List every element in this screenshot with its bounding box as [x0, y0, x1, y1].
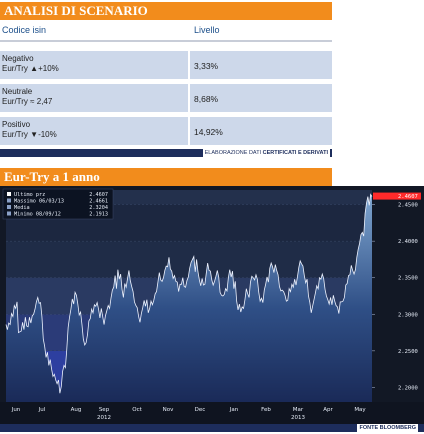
x-year-label: 2013: [291, 415, 305, 421]
scenario-row-negative: Negativo Eur/Try ▲+10% 3,33%: [0, 51, 332, 81]
legend-label: Ultimo prz: [14, 192, 45, 198]
last-price-marker: [373, 192, 421, 200]
column-separator: [188, 51, 190, 79]
legend-value: 2.1913: [89, 212, 108, 218]
scenario-row-neutral: Neutrale Eur/Try ≈ 2,47 8,68%: [0, 84, 332, 114]
source-bar: FONTE BLOOMBERG: [0, 424, 424, 432]
legend-label: Media: [14, 205, 30, 211]
x-tick-label: May: [354, 407, 366, 413]
legend-value: 2.4661: [89, 199, 108, 205]
x-tick-label: Aug: [71, 407, 82, 413]
legend-label: Massimo 06/03/13: [14, 199, 64, 205]
legend-swatch: [7, 211, 11, 216]
chart-title-banner: Eur-Try a 1 anno: [0, 168, 332, 186]
legend-value: 2.4607: [89, 192, 108, 198]
x-tick-label: Feb: [261, 407, 271, 413]
credit-text: ELABORAZIONE DATI CERTIFICATI E DERIVATI: [202, 149, 330, 157]
legend-box: [2, 188, 114, 220]
x-tick-label: Apr: [323, 407, 333, 413]
column-separator: [188, 84, 190, 112]
y-tick-label: 2.4500: [398, 203, 418, 209]
legend-swatch: [7, 192, 11, 196]
scenario-value: 14,92%: [194, 127, 223, 137]
column-header-level: Livello: [194, 25, 220, 35]
column-header-isin: Codice isin: [2, 25, 47, 35]
scenario-label: Neutrale Eur/Try ≈ 2,47: [2, 87, 53, 106]
scenario-header-row: Codice isin Livello: [0, 22, 332, 42]
x-tick-label: Mar: [293, 407, 304, 413]
source-credit: FONTE BLOOMBERG: [357, 424, 418, 432]
price-line: [5, 193, 373, 394]
x-tick-label: Dec: [195, 407, 206, 413]
header-divider: [0, 40, 332, 42]
y-tick-label: 2.3000: [398, 312, 418, 318]
scenario-label: Positivo Eur/Try ▼-10%: [2, 120, 57, 139]
x-year-label: 2012: [97, 415, 111, 421]
legend-swatch: [7, 205, 11, 209]
y-tick-label: 2.3500: [398, 276, 418, 282]
x-tick-label: Jan: [229, 407, 239, 413]
y-tick-label: 2.2500: [398, 349, 418, 355]
scenario-row-positive: Positivo Eur/Try ▼-10% 14,92%: [0, 117, 332, 147]
x-tick-label: Jul: [38, 407, 46, 413]
x-tick-label: Nov: [163, 407, 174, 413]
scenario-banner: ANALISI DI SCENARIO: [0, 2, 332, 20]
last-price-label: 2.4607: [398, 194, 418, 200]
legend-value: 2.3204: [89, 205, 108, 211]
eur-try-chart: 2.2000 2.2500 2.3000 2.3500 2.4000 2.4500 Jun…: [0, 186, 424, 424]
x-tick-label: Sep: [99, 407, 110, 413]
price-area: [6, 194, 372, 402]
scenario-value: 8,68%: [194, 94, 219, 104]
scenario-value: 3,33%: [194, 61, 219, 71]
legend-label: Minimo 08/09/12: [14, 212, 61, 218]
y-tick-label: 2.2000: [398, 385, 418, 391]
y-tick-label: 2.4000: [398, 239, 418, 245]
x-tick-label: Jun: [11, 407, 21, 413]
scenario-label: Negativo Eur/Try ▲+10%: [2, 54, 59, 73]
x-tick-label: Oct: [132, 407, 142, 413]
column-separator: [188, 117, 190, 145]
x-axis-strip: [0, 402, 424, 424]
chart-legend: Ultimo prz 2.4607 Massimo 06/03/13 2.4661 Me…: [2, 188, 114, 220]
credit-bar: ELABORAZIONE DATI CERTIFICATI E DERIVATI: [0, 149, 332, 157]
legend-swatch: [7, 198, 11, 203]
